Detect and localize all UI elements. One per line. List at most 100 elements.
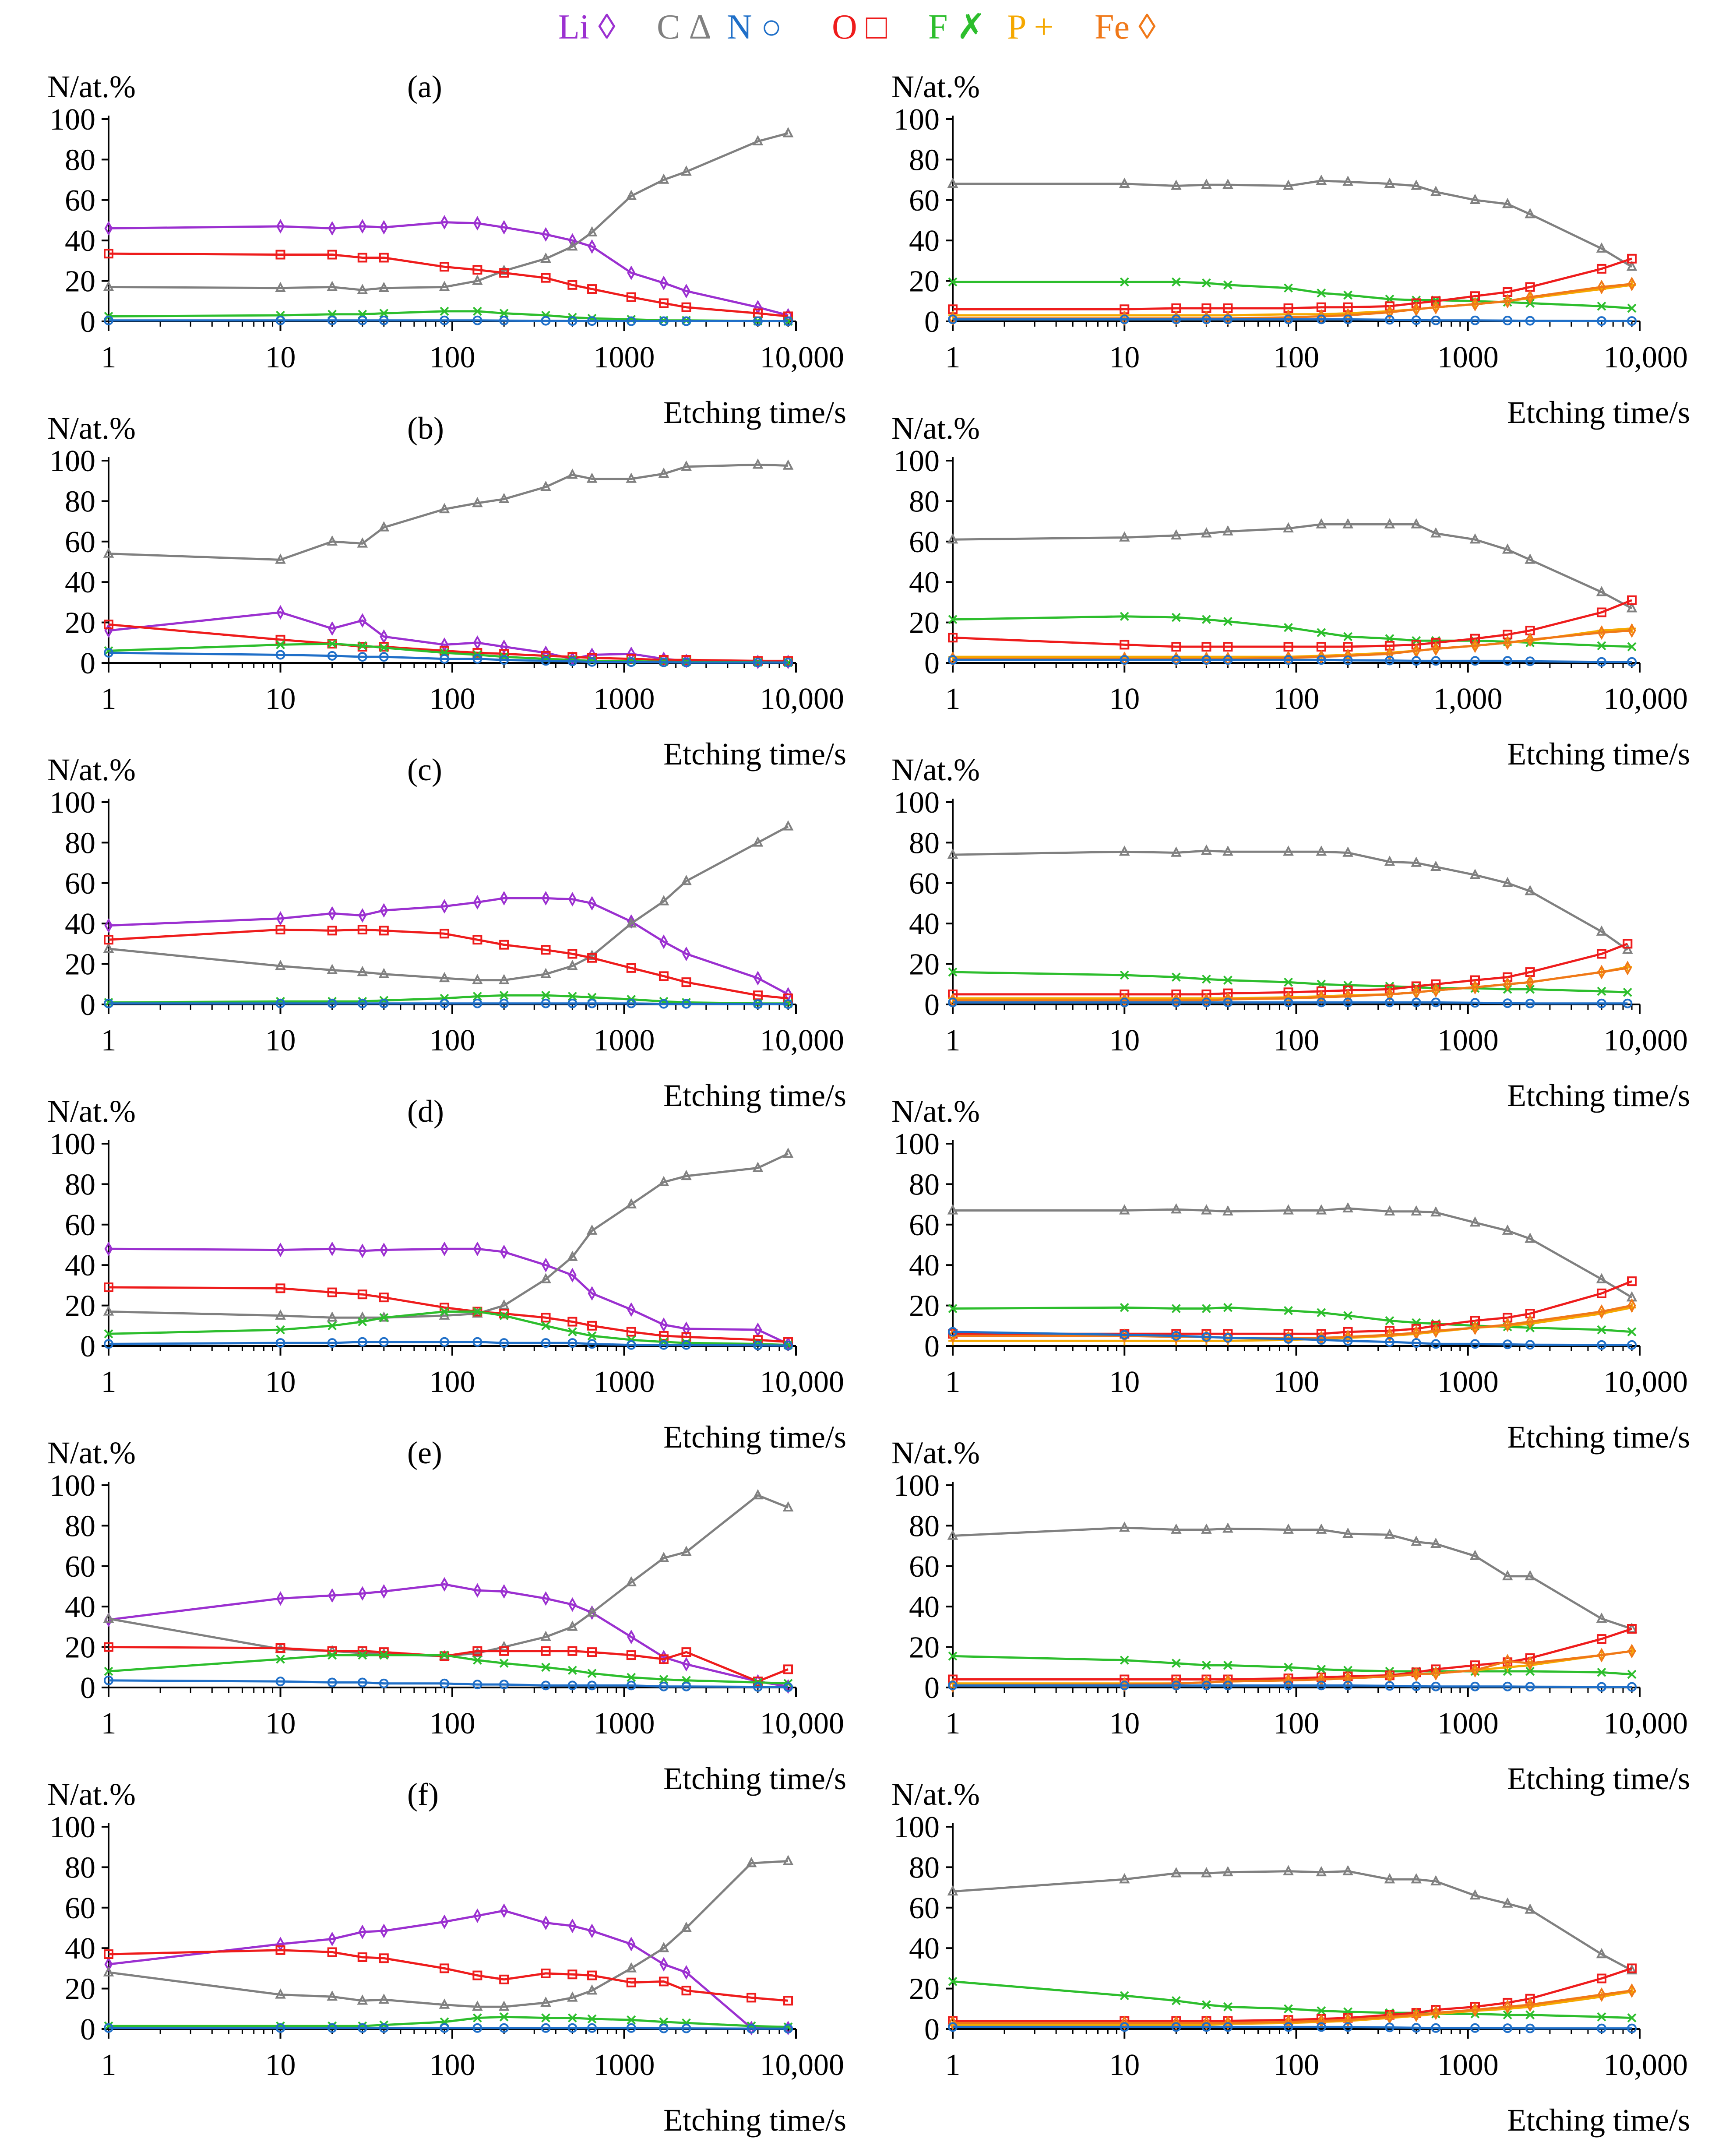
x-axis-label: Etching time/s (1507, 2103, 1690, 2138)
marker-c (1171, 846, 1182, 857)
marker-c (378, 521, 390, 532)
marker-li (542, 1258, 550, 1272)
series-line-f (952, 1306, 1632, 1333)
marker-o (275, 250, 285, 260)
marker-li (473, 1241, 482, 1256)
marker-c (947, 177, 958, 188)
marker-n (104, 315, 113, 325)
x-tick-label: 1 (101, 1707, 116, 1740)
x-tick-label: 10 (1109, 682, 1140, 716)
marker-c (1283, 522, 1294, 532)
marker-fe (1471, 297, 1479, 312)
x-tick-label: 10,000 (1604, 1707, 1688, 1740)
marker-c (681, 165, 692, 176)
marker-f (1223, 617, 1233, 626)
marker-fe (1284, 991, 1293, 1006)
series-line-li (108, 221, 789, 317)
y-tick-label: 80 (65, 485, 95, 518)
marker-c (275, 282, 286, 292)
marker-c (378, 1993, 390, 2004)
marker-n (1525, 1340, 1535, 1350)
y-tick-label: 0 (80, 2013, 95, 2047)
marker-n (626, 316, 636, 326)
marker-c (498, 264, 510, 275)
marker-o (567, 1317, 578, 1327)
series-line-f (952, 971, 1628, 993)
x-tick-label: 1 (945, 1024, 961, 1057)
y-tick-label: 20 (909, 1973, 940, 2006)
marker-n (1343, 1680, 1353, 1691)
x-tick-label: 100 (1273, 341, 1319, 374)
marker-fe (1431, 1323, 1440, 1338)
marker-n (104, 1339, 113, 1349)
y-tick-label: 40 (65, 1590, 95, 1624)
marker-n (587, 657, 597, 667)
y-tick-label: 20 (65, 948, 95, 982)
marker-n (1120, 1330, 1130, 1340)
marker-n (1316, 1335, 1326, 1345)
marker-o (1596, 264, 1606, 274)
marker-li (104, 1241, 113, 1256)
marker-c (1222, 1522, 1233, 1533)
marker-c (439, 1998, 450, 2009)
panel-letter: (e) (407, 1435, 442, 1470)
marker-li (568, 892, 577, 907)
marker-c (1596, 1612, 1607, 1623)
marker-f (541, 1321, 550, 1331)
marker-n (1503, 316, 1513, 326)
chart-panel-b-right: 0 20 40 60 80 100 1 10 100 1,000 10,000 N/at.% Etchi… (891, 411, 1690, 772)
marker-fe (1202, 1675, 1211, 1690)
y-tick-label: 20 (65, 1631, 95, 1665)
marker-c (626, 190, 637, 200)
x-tick-label: 1000 (594, 2048, 655, 2082)
marker-n (1411, 2023, 1421, 2033)
y-tick-label: 40 (65, 224, 95, 258)
marker-c (1430, 186, 1441, 196)
marker-c (1171, 529, 1182, 540)
marker-fe (1431, 983, 1440, 998)
marker-f (499, 1659, 509, 1668)
marker-n (626, 2023, 636, 2033)
x-axis-label: Etching time/s (663, 736, 846, 772)
marker-o (379, 253, 389, 263)
marker-f (1317, 628, 1326, 638)
chart-panel-e-left: 0 20 40 60 80 100 1 10 100 1000 10,000 N/at.% Etchin… (47, 1435, 846, 1796)
marker-c (1384, 1205, 1395, 1215)
marker-n (1470, 998, 1480, 1008)
marker-n (567, 998, 578, 1008)
marker-n (541, 316, 551, 326)
marker-o (626, 1977, 636, 1987)
marker-c (1525, 1232, 1535, 1243)
marker-f (276, 1325, 285, 1335)
marker-c (103, 1612, 114, 1623)
marker-f (1317, 1308, 1326, 1318)
marker-fe (1120, 2015, 1129, 2030)
marker-c (1342, 176, 1353, 186)
x-axis-label: Etching time/s (1507, 395, 1690, 430)
marker-n (1384, 1337, 1395, 1347)
marker-f (1597, 641, 1606, 651)
marker-fe (948, 2015, 957, 2030)
marker-o (104, 935, 113, 945)
marker-li (682, 1657, 690, 1672)
marker-c (103, 281, 114, 291)
marker-n (1525, 998, 1535, 1008)
marker-li (659, 1957, 668, 1972)
series-c (103, 458, 794, 564)
marker-f (541, 990, 550, 1000)
marker-c (327, 1311, 338, 1322)
marker-f (499, 990, 509, 1000)
marker-li (682, 1321, 690, 1336)
series-n (104, 1675, 793, 1692)
marker-n (1201, 997, 1211, 1008)
series-c (103, 127, 794, 294)
marker-fe (1597, 625, 1606, 640)
marker-f (1223, 976, 1233, 985)
marker-n (1201, 2022, 1211, 2032)
marker-c (658, 467, 669, 478)
y-tick-label: 0 (924, 1330, 940, 1363)
series-line-f (108, 1654, 789, 1685)
y-tick-label: 100 (894, 1469, 940, 1503)
series-line-n (952, 1331, 1632, 1346)
y-tick-label: 20 (65, 265, 95, 299)
